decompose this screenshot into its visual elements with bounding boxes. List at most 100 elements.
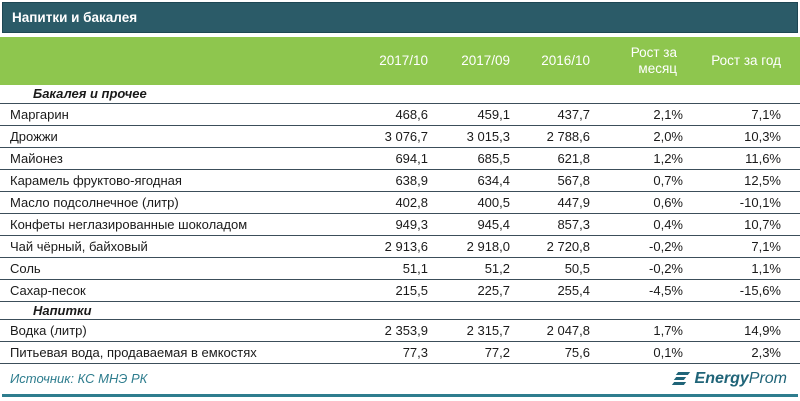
column-header: 2016/10 <box>541 53 590 69</box>
value-cell: 400,5 <box>428 191 510 214</box>
energyprom-logo-text: EnergyProm <box>695 370 787 388</box>
value-cell: -15,6% <box>683 279 800 302</box>
value-cell: -0,2% <box>590 257 683 280</box>
table-row: Конфеты неглазированные шоколадом 949,3 94… <box>0 213 800 236</box>
price-table: 2017/10 2017/09 2016/10 Рост за месяц Рост з… <box>0 37 800 364</box>
value-cell: 7,1% <box>683 235 800 258</box>
product-name: Конфеты неглазированные шоколадом <box>0 213 348 236</box>
value-cell: 2 047,8 <box>510 319 590 342</box>
logo-text-prom: Prom <box>748 369 787 387</box>
source-note: Источник: КС МНЭ РК <box>10 371 148 386</box>
value-cell: 0,7% <box>590 169 683 192</box>
footer: Источник: КС МНЭ РК EnergyProm <box>0 364 800 394</box>
value-cell: 2 788,6 <box>510 125 590 148</box>
table-row: Соль 51,1 51,2 50,5 -0,2% 1,1% <box>0 257 800 280</box>
value-cell: 3 015,3 <box>428 125 510 148</box>
section-label: Напитки <box>0 301 800 320</box>
product-name: Маргарин <box>0 103 348 126</box>
product-name: Майонез <box>0 147 348 170</box>
table-row: Масло подсолнечное (литр) 402,8 400,5 447,9… <box>0 191 800 214</box>
product-name: Питьевая вода, продаваемая в емкостях <box>0 341 348 364</box>
table-row: Водка (литр) 2 353,9 2 315,7 2 047,8 1,7% 14,… <box>0 319 800 342</box>
table-row: Карамель фруктово-ягодная 638,9 634,4 567,8… <box>0 169 800 192</box>
table-row: Чай чёрный, байховый 2 913,6 2 918,0 2 720,… <box>0 235 800 258</box>
table-row: Маргарин 468,6 459,1 437,7 2,1% 7,1% <box>0 103 800 126</box>
value-cell: 1,7% <box>590 319 683 342</box>
value-cell: 857,3 <box>510 213 590 236</box>
value-cell: 945,4 <box>428 213 510 236</box>
table-body: Бакалея и прочее Маргарин 468,6 459,1 437,7 2… <box>0 85 800 364</box>
table-row: Сахар-песок 215,5 225,7 255,4 -4,5% -15,6% <box>0 279 800 302</box>
value-cell: 0,4% <box>590 213 683 236</box>
table-row: Майонез 694,1 685,5 621,8 1,2% 11,6% <box>0 147 800 170</box>
page-title: Напитки и бакалея <box>2 2 798 33</box>
product-name: Соль <box>0 257 348 280</box>
value-cell: 2 913,6 <box>348 235 428 258</box>
product-name: Дрожжи <box>0 125 348 148</box>
value-cell: -0,2% <box>590 235 683 258</box>
section-row: Бакалея и прочее <box>0 85 800 104</box>
value-cell: 638,9 <box>348 169 428 192</box>
value-cell: 567,8 <box>510 169 590 192</box>
value-cell: 1,2% <box>590 147 683 170</box>
section-row: Напитки <box>0 301 800 320</box>
value-cell: 7,1% <box>683 103 800 126</box>
value-cell: 2 918,0 <box>428 235 510 258</box>
product-name: Сахар-песок <box>0 279 348 302</box>
product-name: Чай чёрный, байховый <box>0 235 348 258</box>
value-cell: 2 353,9 <box>348 319 428 342</box>
value-cell: 2,0% <box>590 125 683 148</box>
value-cell: 77,3 <box>348 341 428 364</box>
value-cell: 468,6 <box>348 103 428 126</box>
value-cell: 51,1 <box>348 257 428 280</box>
value-cell: 3 076,7 <box>348 125 428 148</box>
column-header: Рост за год <box>711 53 781 69</box>
column-header: 2017/09 <box>461 53 510 69</box>
value-cell: 447,9 <box>510 191 590 214</box>
value-cell: 10,7% <box>683 213 800 236</box>
value-cell: 685,5 <box>428 147 510 170</box>
value-cell: 225,7 <box>428 279 510 302</box>
table-header: 2017/10 2017/09 2016/10 Рост за месяц Рост з… <box>0 37 800 85</box>
product-name: Масло подсолнечное (литр) <box>0 191 348 214</box>
logo-text-energy: Energy <box>694 369 749 387</box>
table-header-row: 2017/10 2017/09 2016/10 Рост за месяц Рост з… <box>0 37 800 85</box>
product-name: Карамель фруктово-ягодная <box>0 169 348 192</box>
value-cell: 50,5 <box>510 257 590 280</box>
value-cell: 694,1 <box>348 147 428 170</box>
value-cell: -10,1% <box>683 191 800 214</box>
value-cell: 2 315,7 <box>428 319 510 342</box>
value-cell: 10,3% <box>683 125 800 148</box>
value-cell: 2,3% <box>683 341 800 364</box>
value-cell: 215,5 <box>348 279 428 302</box>
column-header-product <box>0 37 348 85</box>
table-row: Питьевая вода, продаваемая в емкостях 77,… <box>0 341 800 364</box>
value-cell: 2,1% <box>590 103 683 126</box>
product-name: Водка (литр) <box>0 319 348 342</box>
section-label: Бакалея и прочее <box>0 85 800 104</box>
bottom-divider <box>2 393 798 397</box>
column-header: Рост за месяц <box>630 45 677 76</box>
value-cell: 255,4 <box>510 279 590 302</box>
value-cell: 0,1% <box>590 341 683 364</box>
value-cell: 11,6% <box>683 147 800 170</box>
value-cell: 459,1 <box>428 103 510 126</box>
value-cell: 12,5% <box>683 169 800 192</box>
value-cell: 14,9% <box>683 319 800 342</box>
value-cell: -4,5% <box>590 279 683 302</box>
energyprom-logo: EnergyProm <box>671 370 787 388</box>
table-row: Дрожжи 3 076,7 3 015,3 2 788,6 2,0% 10,3% <box>0 125 800 148</box>
value-cell: 75,6 <box>510 341 590 364</box>
value-cell: 0,6% <box>590 191 683 214</box>
value-cell: 77,2 <box>428 341 510 364</box>
value-cell: 2 720,8 <box>510 235 590 258</box>
value-cell: 437,7 <box>510 103 590 126</box>
value-cell: 621,8 <box>510 147 590 170</box>
value-cell: 634,4 <box>428 169 510 192</box>
value-cell: 949,3 <box>348 213 428 236</box>
energyprom-bars-icon <box>671 371 690 386</box>
column-header: 2017/10 <box>379 53 428 69</box>
value-cell: 1,1% <box>683 257 800 280</box>
value-cell: 402,8 <box>348 191 428 214</box>
